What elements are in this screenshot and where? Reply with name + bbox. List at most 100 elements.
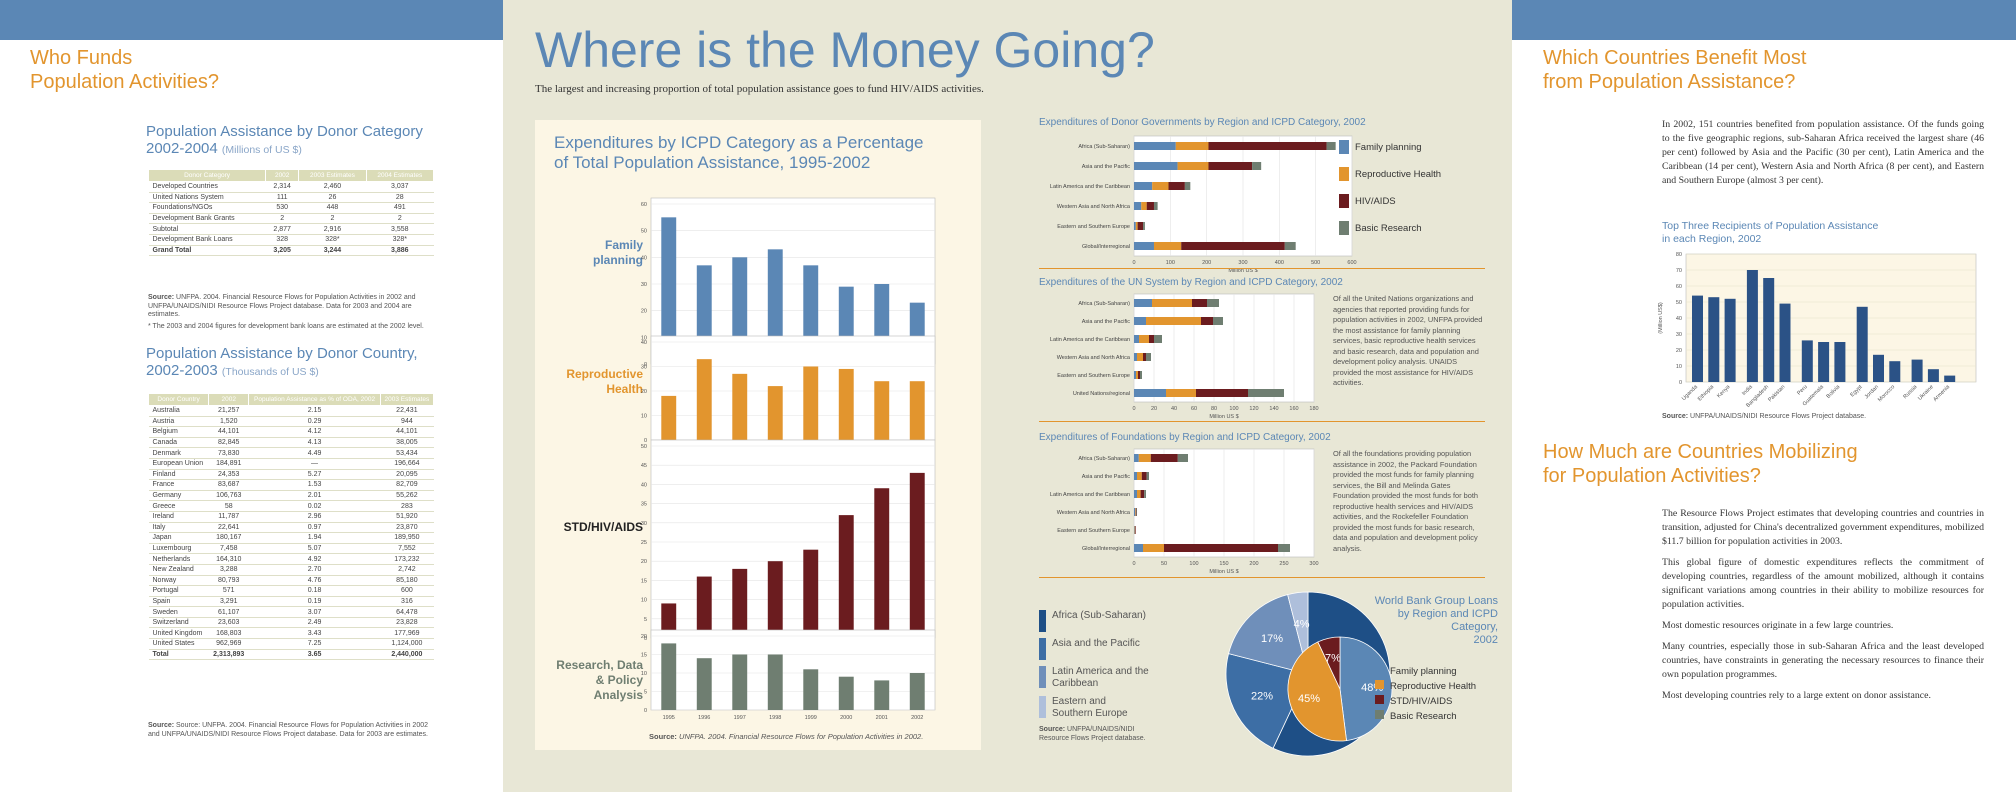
x-tick-label: 200: [1249, 561, 1258, 567]
table-cell: 4.49: [248, 447, 381, 459]
stacked-bar-segment: [1134, 242, 1154, 250]
x-axis-label: Million US $: [1209, 414, 1238, 420]
table-cell: 3,288: [208, 564, 249, 576]
table-row: Sweden 61,107 3.07 64,478: [148, 606, 434, 618]
x-tick-label: 150: [1219, 561, 1228, 567]
x-tick-label: 1998: [769, 715, 781, 721]
y-tick-label: 10: [641, 335, 647, 341]
table-cell: 2,440,000: [380, 648, 434, 661]
pie-source: Source: UNFPA/UNAIDS/NIDI Resource Flows…: [1039, 726, 1159, 743]
stacked-bar-segment: [1146, 472, 1149, 480]
bar: [1856, 306, 1868, 382]
mobilizing-heading: How Much are Countries Mobilizing for Po…: [1543, 440, 1858, 488]
worldbank-title-line1: World Bank Group Loans: [1374, 595, 1498, 607]
stacked-bar-segment: [1134, 389, 1166, 397]
stacked-bar-segment: [1136, 508, 1137, 516]
table1-source-text: UNFPA. 2004. Financial Resource Flows fo…: [148, 294, 416, 318]
stacked-bar-segment: [1175, 142, 1209, 150]
stacked-bar-segment: [1164, 544, 1278, 552]
y-tick-label: 70: [1676, 268, 1682, 274]
x-tick-label: 120: [1249, 406, 1258, 412]
table-cell: 82,709: [380, 479, 434, 491]
table1-source-label: Source:: [148, 294, 175, 301]
legend-swatch-br: [1339, 221, 1349, 236]
mobilizing-para-1: The Resource Flows Project estimates tha…: [1662, 508, 1984, 547]
stacked-bar-segment: [1181, 242, 1285, 250]
legend-br-label: Basic Research: [1355, 223, 1422, 234]
table-cell: —: [248, 458, 381, 470]
pie-cat-swatch-rh: [1375, 680, 1384, 689]
y-tick-label: 50: [1676, 300, 1682, 306]
x-tick-label: 50: [1161, 561, 1167, 567]
row-label: Latin America and the Caribbean: [1050, 337, 1130, 343]
table-cell: Subtotal: [148, 223, 266, 235]
table-cell: 1,520: [208, 416, 249, 428]
bar: [1801, 340, 1813, 382]
stacked-bar-segment: [1136, 371, 1138, 379]
table-cell: 58: [208, 500, 249, 512]
legend-hiv-label: HIV/AIDS: [1355, 196, 1396, 207]
table-cell: 2,460: [298, 181, 367, 193]
y-tick-label: 80: [1676, 252, 1682, 258]
stacked-bar-segment: [1134, 317, 1146, 325]
stacked-bar-segment: [1134, 472, 1137, 480]
icpd-chart-std-hiv-aids: 0510152025303540455019951996199719981999…: [641, 439, 936, 649]
table-cell: 491: [366, 202, 434, 214]
table2-header-2: Population Assistance as % of ODA, 2002: [248, 393, 381, 406]
pie-legend-europe: Eastern and Southern Europe: [1039, 696, 1149, 720]
table-cell: 38,005: [380, 437, 434, 449]
y-tick-label: 10: [641, 671, 647, 677]
stacked-bar-segment: [1134, 371, 1136, 379]
table-cell: 283: [380, 500, 434, 512]
main-subtitle: The largest and increasing proportion of…: [535, 83, 984, 95]
table-row: Subtotal 2,877 2,916 3,558: [148, 223, 434, 235]
y-tick-label: 0: [644, 708, 647, 714]
table-cell: New Zealand: [148, 564, 209, 576]
table-cell: 2,916: [298, 223, 367, 235]
stacked-bar-segment: [1134, 454, 1139, 462]
bar: [1763, 278, 1775, 382]
legend-hiv-aids: HIV/AIDS: [1339, 191, 1489, 218]
y-tick-label: 50: [641, 444, 647, 450]
right-top-bar: [1512, 0, 2016, 40]
table-cell: 2.96: [248, 511, 381, 523]
table-cell: 3,205: [265, 244, 299, 257]
table-cell: 4.92: [248, 553, 381, 565]
stacked-bar-segment: [1141, 202, 1147, 210]
stacked-bar-segment: [1135, 526, 1136, 534]
table-cell: 64,478: [380, 606, 434, 618]
bar: [909, 381, 925, 440]
pie-value-label: 45%: [1298, 693, 1320, 705]
table2-title-unit: (Thousands of US $): [221, 366, 319, 378]
table-cell: Foundations/NGOs: [148, 202, 266, 214]
table-row: Spain 3,291 0.19 316: [148, 596, 434, 608]
row-label: Global/Interregional: [1082, 546, 1130, 552]
table-cell: 24,353: [208, 469, 249, 481]
stacked-bar-segment: [1201, 317, 1213, 325]
stacked-bar-segment: [1196, 389, 1248, 397]
mobilizing-para-2: This global figure of domestic expenditu…: [1662, 557, 1984, 610]
stacked-bar-segment: [1149, 335, 1154, 343]
row-label: Africa (Sub-Saharan): [1078, 144, 1130, 150]
pie-legend-latin-label: Latin America and the Caribbean: [1052, 666, 1149, 689]
table-cell: 51,920: [380, 511, 434, 523]
icpd-card: Expenditures by ICPD Category as a Perce…: [535, 120, 981, 750]
y-tick-label: 5: [644, 617, 647, 623]
stacked-bar-segment: [1184, 182, 1191, 190]
y-tick-label: 10: [1676, 364, 1682, 370]
table-cell: Grand Total: [148, 244, 266, 257]
x-tick-label: Peru: [1796, 384, 1808, 396]
y-tick-label: 20: [641, 389, 647, 395]
pie-swatch-africa: [1039, 610, 1046, 632]
main-title: Where is the Money Going?: [535, 22, 1155, 78]
icpd-title-line1: Expenditures by ICPD Category as a Perce…: [554, 133, 924, 152]
bar: [909, 472, 925, 638]
x-tick-label: 250: [1279, 561, 1288, 567]
row-label: Eastern and Southern Europe: [1057, 224, 1130, 230]
x-tick-label: Armenia: [1932, 384, 1951, 403]
table-row: Netherlands 164,310 4.92 173,232: [148, 553, 434, 565]
table-cell: Australia: [148, 405, 209, 417]
table-cell: 55,262: [380, 490, 434, 502]
y-tick-label: 20: [641, 559, 647, 565]
y-tick-label: 5: [644, 690, 647, 696]
